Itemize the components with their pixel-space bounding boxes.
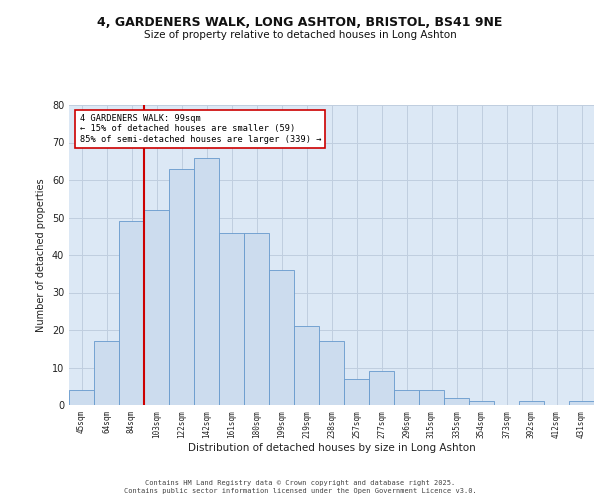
Bar <box>419 390 444 405</box>
Bar <box>94 341 119 405</box>
Y-axis label: Number of detached properties: Number of detached properties <box>36 178 46 332</box>
Bar <box>194 158 219 405</box>
Bar <box>519 401 544 405</box>
Bar <box>444 398 469 405</box>
Bar <box>244 232 269 405</box>
Text: 4 GARDENERS WALK: 99sqm
← 15% of detached houses are smaller (59)
85% of semi-de: 4 GARDENERS WALK: 99sqm ← 15% of detache… <box>79 114 321 144</box>
Text: Size of property relative to detached houses in Long Ashton: Size of property relative to detached ho… <box>143 30 457 40</box>
Bar <box>69 390 94 405</box>
Bar <box>269 270 294 405</box>
Bar <box>469 401 494 405</box>
Text: Contains HM Land Registry data © Crown copyright and database right 2025.
Contai: Contains HM Land Registry data © Crown c… <box>124 480 476 494</box>
X-axis label: Distribution of detached houses by size in Long Ashton: Distribution of detached houses by size … <box>188 443 475 453</box>
Bar <box>144 210 169 405</box>
Bar <box>294 326 319 405</box>
Bar <box>344 379 369 405</box>
Bar <box>219 232 244 405</box>
Bar <box>169 169 194 405</box>
Bar <box>119 221 144 405</box>
Bar <box>569 401 594 405</box>
Bar <box>319 341 344 405</box>
Bar <box>369 371 394 405</box>
Bar <box>394 390 419 405</box>
Text: 4, GARDENERS WALK, LONG ASHTON, BRISTOL, BS41 9NE: 4, GARDENERS WALK, LONG ASHTON, BRISTOL,… <box>97 16 503 29</box>
